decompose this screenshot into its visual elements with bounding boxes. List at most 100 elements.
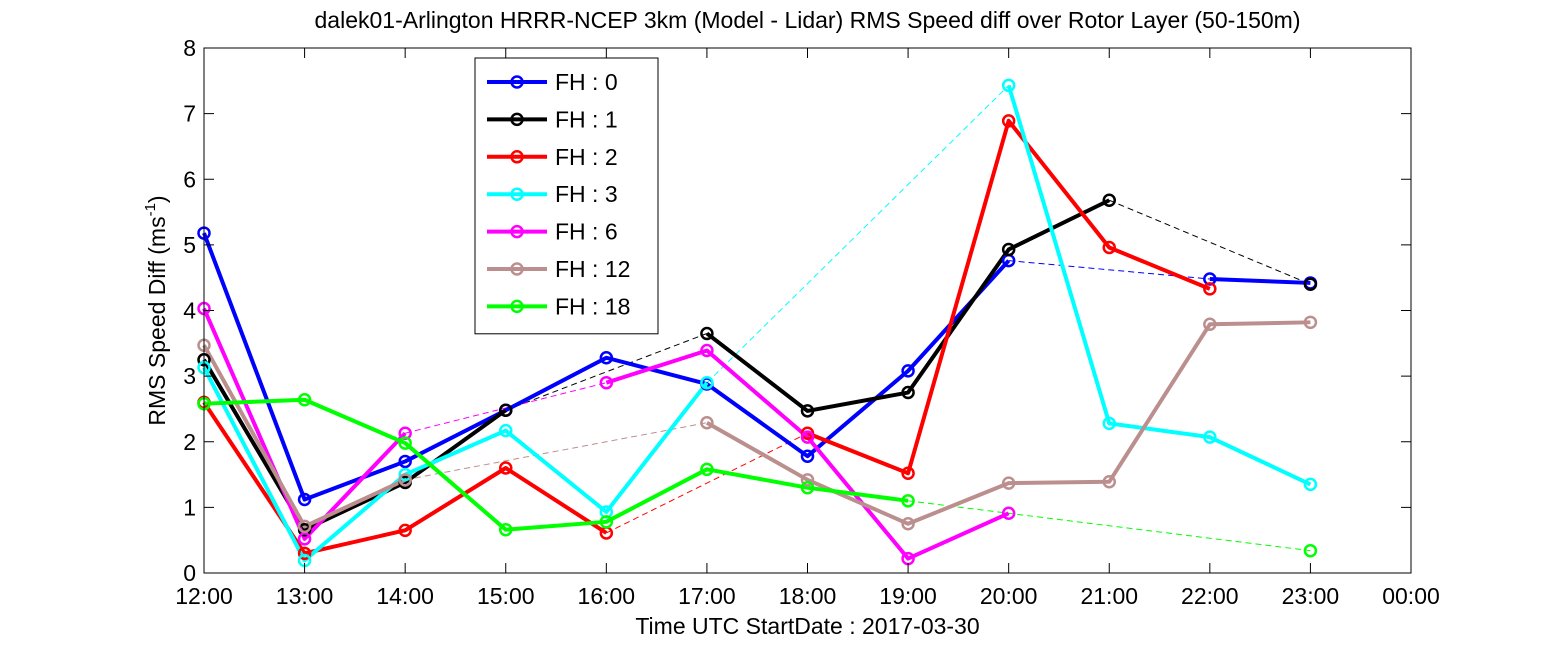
data-point [1001, 506, 1016, 521]
y-axis-label-unit-exponent: -1 [142, 203, 159, 216]
data-point [800, 426, 815, 440]
data-point [700, 326, 714, 341]
legend-entry-label: FH : 0 [555, 69, 618, 95]
data-point [499, 522, 513, 537]
data-point [297, 532, 312, 546]
data-point [398, 473, 412, 487]
data-point [1303, 477, 1318, 492]
legend-entry-label: FH : 12 [555, 256, 630, 282]
legend-entry-label: FH : 6 [555, 219, 618, 245]
legend-entry-label: FH : 3 [555, 181, 618, 207]
data-point [800, 449, 815, 463]
gap-connector [1109, 199, 1311, 285]
data-point [1303, 315, 1318, 330]
data-point [297, 519, 312, 534]
y-axis-label-main: RMS Speed Diff (ms [144, 216, 170, 425]
legend-swatch-marker [510, 112, 524, 127]
data-point [398, 454, 412, 469]
y-tick-label: 4 [183, 298, 196, 324]
data-point [1303, 277, 1318, 291]
axis-ticks: 12:00 13:00 14:00 15:00 16:00 17:00 18:00 19:00… [175, 35, 1440, 609]
data-point [1102, 475, 1116, 489]
legend-entry-label: FH : 2 [555, 144, 618, 170]
y-tick-label: 7 [183, 101, 196, 127]
data-point [800, 404, 815, 418]
data-point [1001, 78, 1016, 93]
series-line [202, 344, 407, 529]
data-point [499, 461, 513, 475]
x-tick-label: 19:00 [879, 583, 937, 609]
data-point [297, 546, 312, 561]
legend-swatch-marker [510, 299, 524, 314]
x-tick-label: 16:00 [578, 583, 636, 609]
data-point [1001, 242, 1016, 257]
series-line [1209, 277, 1311, 285]
data-point [901, 494, 915, 508]
legend-swatch-marker [510, 150, 524, 164]
data-point [1203, 282, 1217, 296]
data-point [1203, 430, 1217, 444]
gap-connector [405, 382, 607, 434]
data-point [1203, 317, 1217, 332]
legend-swatch-marker [510, 187, 524, 201]
legend-swatch-marker [510, 224, 524, 239]
y-tick-label: 5 [183, 232, 196, 258]
x-tick-label: 12:00 [175, 583, 233, 609]
data-point [700, 462, 714, 477]
series-line [1006, 84, 1312, 487]
legend-swatch-marker [510, 75, 524, 89]
data-point [398, 523, 412, 538]
y-tick-label: 8 [183, 35, 196, 61]
gap-connector-lines [405, 85, 1311, 552]
y-tick-label: 2 [183, 429, 196, 455]
series-line [705, 320, 1311, 526]
series-line [203, 397, 909, 532]
data-point [297, 492, 312, 507]
series-line [202, 366, 709, 563]
series-line [202, 401, 608, 556]
data-point [1102, 193, 1116, 207]
data-point [1303, 543, 1318, 558]
x-tick-label: 13:00 [276, 583, 334, 609]
data-point [499, 403, 513, 417]
x-tick-label: 23:00 [1282, 583, 1340, 609]
data-point [297, 393, 312, 407]
data-point [800, 473, 815, 487]
gap-connector [1008, 260, 1210, 280]
y-axis-label-close: ) [144, 195, 170, 203]
data-point [1001, 114, 1016, 128]
data-point [1001, 476, 1016, 490]
data-point [599, 375, 614, 390]
data-point [599, 515, 614, 529]
data-point [800, 430, 815, 444]
data-point [1102, 240, 1116, 255]
data-point [398, 436, 412, 450]
data-point [700, 375, 714, 390]
data-point [800, 480, 815, 495]
chart-title: dalek01-Arlington HRRR-NCEP 3km (Model -… [315, 7, 1301, 33]
series-line [202, 358, 507, 532]
data-point [901, 466, 915, 480]
gap-connector [706, 85, 1010, 384]
legend: FH : 0 FH : 1 FH : 2 FH : 3 FH : 6 FH : 12 FH … [474, 57, 659, 335]
x-tick-label: 22:00 [1181, 583, 1239, 609]
x-tick-label: 17:00 [678, 583, 736, 609]
x-tick-label: 21:00 [1080, 583, 1138, 609]
gap-connector [505, 333, 708, 411]
data-point [901, 364, 915, 378]
legend-swatch-marker [510, 262, 524, 276]
data-point [499, 423, 513, 438]
y-axis-label: RMS Speed Diff (ms-1) [142, 195, 170, 425]
x-tick-label: 18:00 [779, 583, 837, 609]
data-point [901, 517, 915, 531]
series-line [705, 198, 1111, 413]
y-tick-label: 3 [183, 363, 196, 389]
series-markers [197, 78, 1318, 568]
legend-entry-label: FH : 18 [555, 293, 630, 319]
series-line [202, 307, 407, 541]
series-line [806, 118, 1211, 476]
y-tick-label: 6 [183, 166, 196, 192]
data-point [1102, 416, 1116, 431]
x-tick-label: 14:00 [376, 583, 434, 609]
